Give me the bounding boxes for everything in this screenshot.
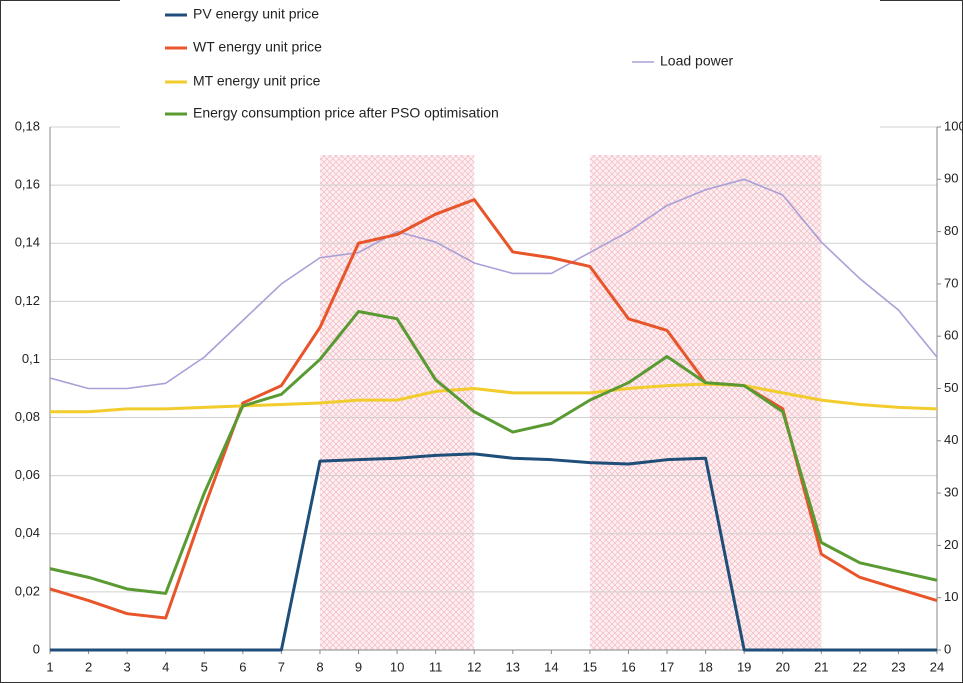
x-tick-label: 7 [278, 659, 285, 674]
x-tick-label: 6 [239, 659, 246, 674]
y-tick-label: 0,04 [15, 525, 40, 540]
y-tick-label: 0,02 [15, 583, 40, 598]
legend-label: Energy consumption price after PSO optim… [193, 105, 499, 121]
x-tick-label: 3 [124, 659, 131, 674]
x-tick-label: 8 [316, 659, 323, 674]
y2-tick-label: 90 [944, 171, 958, 186]
highlight-span [589, 155, 822, 650]
y-tick-label: 0,14 [15, 235, 40, 250]
x-tick-label: 14 [544, 659, 558, 674]
y2-tick-label: 50 [944, 380, 958, 395]
series-line [49, 310, 938, 595]
legend-label: PV energy unit price [193, 6, 319, 22]
x-tick-label: 20 [776, 659, 790, 674]
legend-label: MT energy unit price [193, 73, 321, 89]
x-tick-label: 10 [390, 659, 404, 674]
legend-background [120, 0, 880, 134]
series-line [50, 452, 937, 652]
y2-tick-label: 60 [944, 328, 958, 343]
x-tick-label: 12 [467, 659, 481, 674]
y2-tick-label: 20 [944, 537, 958, 552]
x-tick-label: 4 [162, 659, 169, 674]
x-tick-label: 21 [814, 659, 828, 674]
x-tick-label: 22 [853, 659, 867, 674]
x-tick-label: 18 [698, 659, 712, 674]
y-tick-label: 0,18 [15, 118, 40, 133]
y-tick-label: 0,1 [22, 351, 40, 366]
x-tick-label: 2 [85, 659, 92, 674]
y2-tick-label: 40 [944, 432, 958, 447]
x-tick-label: 13 [506, 659, 520, 674]
x-tick-label: 9 [355, 659, 362, 674]
y2-tick-label: 70 [944, 275, 958, 290]
x-tick-label: 24 [930, 659, 944, 674]
legend-label: WT energy unit price [193, 39, 322, 55]
y-tick-label: 0,12 [15, 293, 40, 308]
x-tick-label: 5 [201, 659, 208, 674]
y2-tick-label: 0 [944, 641, 951, 656]
y2-tick-label: 80 [944, 223, 958, 238]
y-tick-label: 0,16 [15, 177, 40, 192]
y-tick-label: 0 [33, 641, 40, 656]
y2-tick-label: 100 [944, 118, 963, 133]
y2-tick-label: 30 [944, 485, 958, 500]
x-tick-label: 1 [46, 659, 53, 674]
x-tick-label: 19 [737, 659, 751, 674]
x-tick-label: 11 [429, 659, 443, 674]
y2-tick-label: 10 [944, 589, 958, 604]
x-tick-label: 16 [621, 659, 635, 674]
y-tick-label: 0,08 [15, 409, 40, 424]
legend-label: Load power [660, 53, 734, 69]
y-tick-label: 0,06 [15, 467, 40, 482]
x-tick-label: 23 [891, 659, 905, 674]
x-tick-label: 17 [660, 659, 674, 674]
x-tick-label: 15 [583, 659, 597, 674]
series-line [49, 178, 938, 390]
series-line [50, 382, 938, 414]
